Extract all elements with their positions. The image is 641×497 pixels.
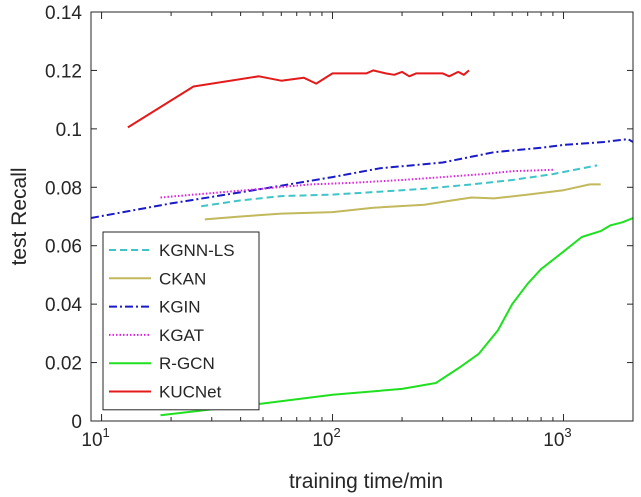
legend-label: KGIN — [159, 298, 201, 317]
legend-box — [102, 231, 260, 411]
series-line-ckan — [204, 183, 601, 221]
y-tick-label: 0.12 — [45, 61, 82, 82]
legend: KGNN-LS CKAN KGIN KGAT R-GCN KUCNet — [102, 231, 260, 411]
y-tick-label: 0.08 — [45, 178, 82, 199]
y-tick-label: 0.04 — [45, 295, 82, 316]
y-axis-label: test Recall — [8, 167, 31, 265]
legend-label: KUCNet — [159, 383, 222, 402]
x-tick-exponent: 1 — [103, 425, 110, 440]
y-tick-label: 0.02 — [45, 354, 82, 375]
series-line-kgin — [91, 138, 633, 219]
series-line-kgnn-ls — [201, 164, 598, 208]
x-tick-label: 103 — [543, 425, 571, 451]
series-line-r-gcn — [160, 217, 633, 417]
x-tick-label: 101 — [81, 425, 109, 451]
axes-box — [90, 11, 634, 422]
x-tick-exponent: 3 — [564, 425, 571, 440]
legend-label: R-GCN — [159, 354, 215, 373]
legend-label: KGAT — [159, 326, 204, 345]
series-lines — [91, 69, 633, 417]
legend-label: KGNN-LS — [159, 241, 235, 260]
legend-label: CKAN — [159, 269, 206, 288]
y-tick-label: 0.14 — [45, 3, 82, 24]
series-line-kgat — [160, 168, 553, 199]
y-tick-label: 0.1 — [56, 120, 82, 141]
x-axis-label: training time/min — [289, 470, 443, 493]
x-tick-label: 102 — [312, 425, 340, 451]
y-tick-label: 0.06 — [45, 237, 82, 258]
x-tick-exponent: 2 — [333, 425, 340, 440]
y-tick-label: 0 — [71, 412, 82, 433]
series-line-kucnet — [127, 69, 470, 129]
plot-area — [91, 69, 633, 417]
